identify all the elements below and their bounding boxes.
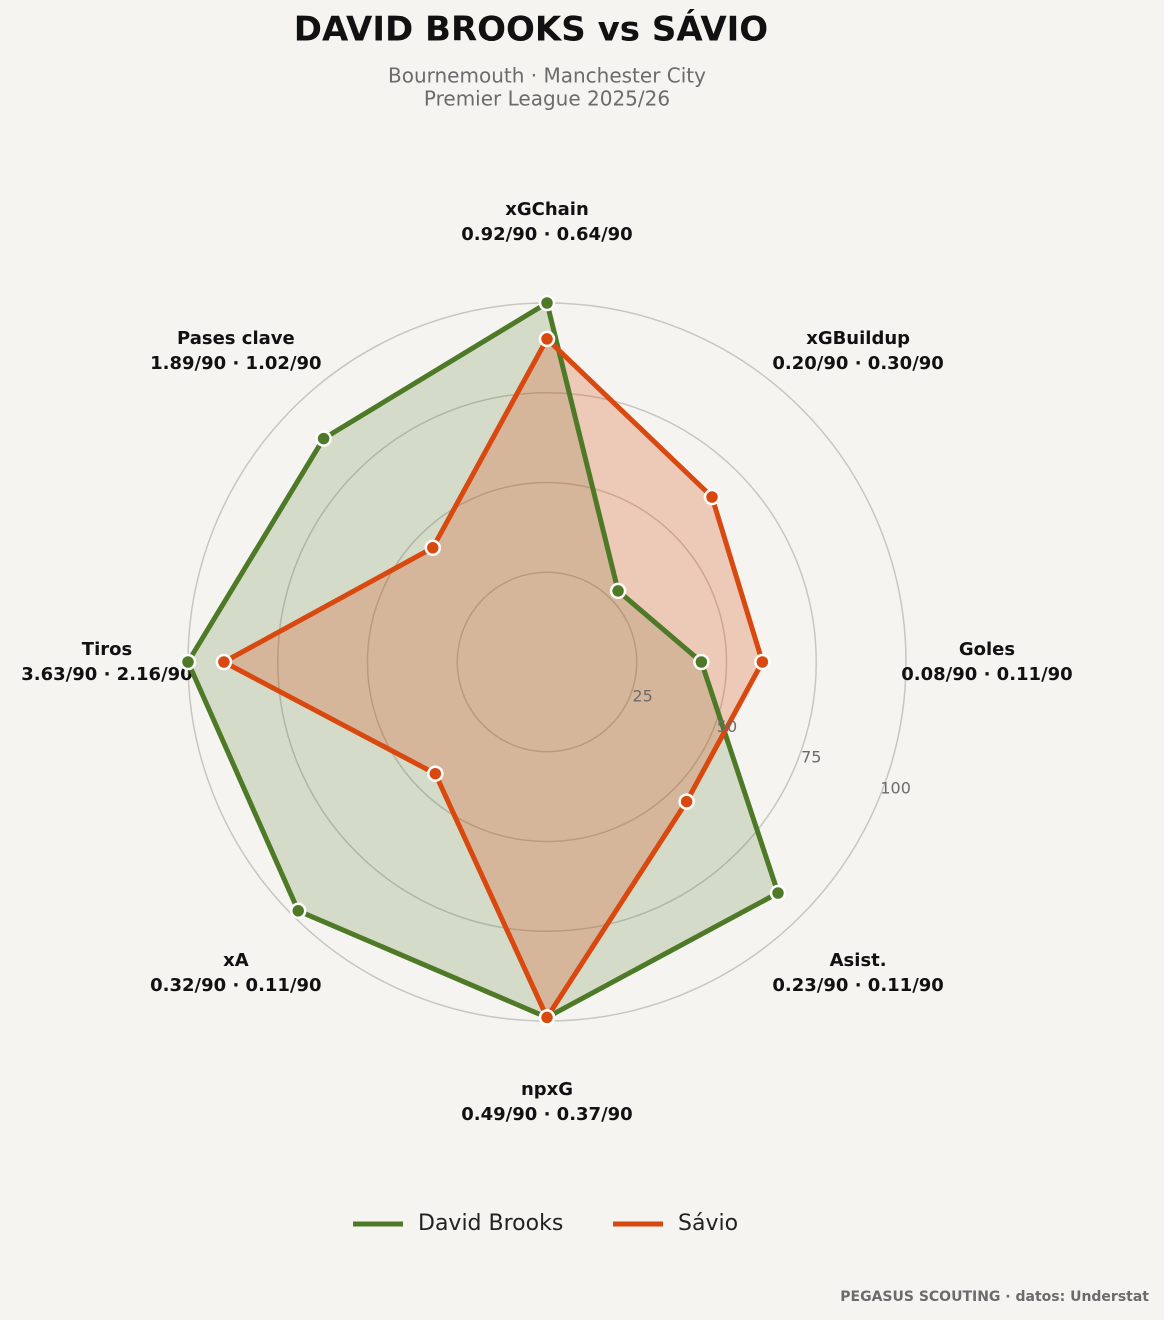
r-tick-label: 50 <box>717 717 737 736</box>
category-label: Asist. <box>830 950 887 971</box>
point <box>315 430 332 447</box>
grid-ring <box>456 571 638 753</box>
category-stats: 0.23/90 · 0.11/90 <box>772 975 943 996</box>
grid-ring <box>277 392 817 932</box>
point <box>678 793 695 810</box>
category-stats: 0.08/90 · 0.11/90 <box>901 664 1072 685</box>
point <box>179 653 197 671</box>
legend-label: Sávio <box>678 1211 738 1236</box>
footer: PEGASUS SCOUTING · datos: Understat <box>840 1289 1149 1305</box>
category-stats: 0.32/90 · 0.11/90 <box>150 975 321 996</box>
point <box>289 902 307 920</box>
point <box>215 653 233 671</box>
category-label: xA <box>223 950 249 971</box>
category-label: Tiros <box>82 639 132 660</box>
category-label: xGChain <box>505 199 589 220</box>
category-stats: 0.92/90 · 0.64/90 <box>461 224 632 245</box>
chart-subtitle: Bournemouth · Manchester City <box>388 64 706 88</box>
category-stats: 0.49/90 · 0.37/90 <box>461 1104 632 1125</box>
chart-subtitle: Premier League 2025/26 <box>424 87 670 111</box>
point <box>754 653 771 671</box>
category-label: Goles <box>959 639 1015 660</box>
category-label: Pases clave <box>177 328 295 349</box>
r-tick-label: 25 <box>632 686 652 705</box>
point <box>538 294 556 312</box>
point <box>693 653 710 671</box>
point <box>538 330 556 348</box>
point <box>427 765 444 782</box>
point <box>703 488 721 506</box>
legend-label: David Brooks <box>418 1211 563 1236</box>
category-stats: 1.89/90 · 1.02/90 <box>150 353 321 374</box>
point <box>609 582 627 600</box>
category-label: xGBuildup <box>806 328 910 349</box>
r-tick-label: 75 <box>801 748 821 767</box>
category-stats: 0.20/90 · 0.30/90 <box>772 353 943 374</box>
chart-title: DAVID BROOKS vs SÁVIO <box>294 9 768 50</box>
point <box>424 539 442 557</box>
r-tick-label: 100 <box>880 778 911 797</box>
point <box>769 884 787 902</box>
category-stats: 3.63/90 · 2.16/90 <box>21 664 192 685</box>
series-area <box>188 303 778 1018</box>
point <box>538 1009 556 1026</box>
grid-ring <box>366 481 728 843</box>
series-area <box>223 338 763 1018</box>
category-label: npxG <box>521 1079 573 1100</box>
